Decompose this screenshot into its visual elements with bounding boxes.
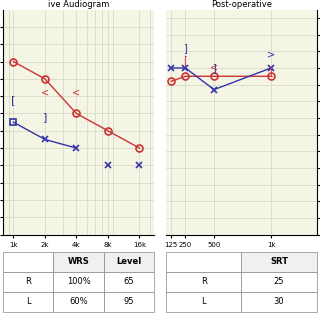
Text: <: < xyxy=(72,88,80,98)
Title: Post-operative: Post-operative xyxy=(211,0,272,9)
Text: [: [ xyxy=(183,55,188,65)
Text: ]: ] xyxy=(183,43,188,53)
Text: ]: ] xyxy=(43,112,47,122)
Text: ]: ] xyxy=(212,63,216,73)
Text: [: [ xyxy=(269,66,273,76)
Text: <: < xyxy=(41,88,49,98)
Text: <: < xyxy=(210,63,218,73)
Title: ive Audiogram: ive Audiogram xyxy=(48,0,109,9)
Text: >: > xyxy=(267,50,275,60)
Text: [: [ xyxy=(11,95,16,105)
